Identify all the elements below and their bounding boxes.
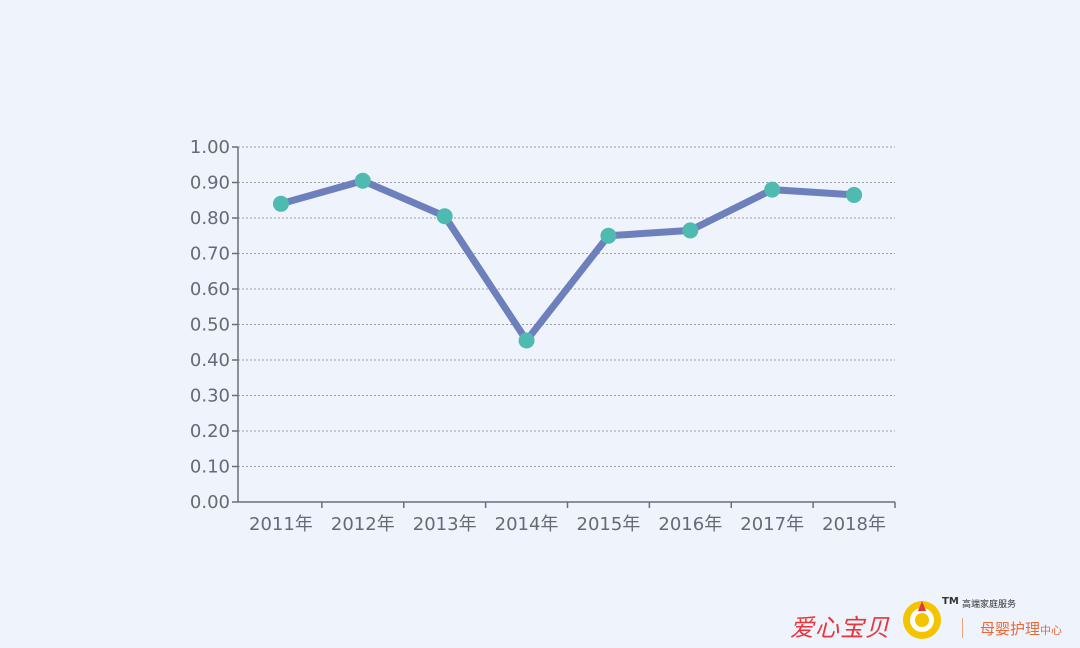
- data-point: [600, 227, 617, 244]
- x-tick-label: 2011年: [249, 514, 313, 535]
- data-point: [354, 172, 371, 189]
- y-tick-label: 0.50: [190, 315, 230, 336]
- y-tick-label: 0.00: [190, 492, 230, 513]
- data-point: [518, 332, 535, 349]
- data-point: [764, 181, 781, 198]
- x-tick-label: 2013年: [413, 514, 477, 535]
- brand-name: 爱心宝贝: [790, 614, 890, 642]
- series-points: [272, 172, 863, 349]
- data-point: [846, 186, 863, 203]
- y-tick-label: 1.00: [190, 137, 230, 158]
- y-tick-label: 0.40: [190, 350, 230, 371]
- sun-ring-logo-icon: [903, 601, 941, 639]
- y-tick-labels: 0.00 0.10 0.20 0.30 0.40 0.50 0.60 0.70 0.80 0.90…: [190, 137, 230, 513]
- x-tick-label: 2012年: [331, 514, 395, 535]
- brand-divider: [962, 618, 963, 638]
- x-tick-label: 2015年: [577, 514, 641, 535]
- data-point: [272, 195, 289, 212]
- x-tick-label: 2014年: [495, 514, 559, 535]
- y-tick-label: 0.60: [190, 279, 230, 300]
- data-point: [436, 208, 453, 225]
- brand-tm: TM: [942, 596, 959, 607]
- y-tick-label: 0.90: [190, 173, 230, 194]
- x-tick-labels: 2011年 2012年 2013年 2014年 2015年 2016年 2017年 2018年: [249, 514, 886, 535]
- brand-subtitle-small: 中心: [1040, 624, 1063, 637]
- y-tick-label: 0.70: [190, 244, 230, 265]
- series-line-path: [277, 177, 858, 344]
- grid-lines: [238, 146, 895, 467]
- x-tick-label: 2017年: [740, 514, 804, 535]
- brand-subtitle: 母婴护理中心: [980, 618, 1062, 639]
- x-tick-label: 2018年: [822, 514, 886, 535]
- y-tick-label: 0.10: [190, 457, 230, 478]
- brand-tagline: 高端家庭服务: [962, 600, 1017, 610]
- axes: [232, 146, 896, 508]
- series-line: [277, 177, 858, 344]
- data-point: [682, 222, 699, 239]
- x-tick-label: 2016年: [658, 514, 722, 535]
- brand-subtitle-main: 母婴护理: [980, 620, 1041, 638]
- y-tick-label: 0.20: [190, 421, 230, 442]
- y-tick-label: 0.30: [190, 386, 230, 407]
- y-tick-label: 0.80: [190, 208, 230, 229]
- brand-watermark: 爱心宝贝 TM 高端家庭服务 母婴护理中心: [790, 596, 1076, 644]
